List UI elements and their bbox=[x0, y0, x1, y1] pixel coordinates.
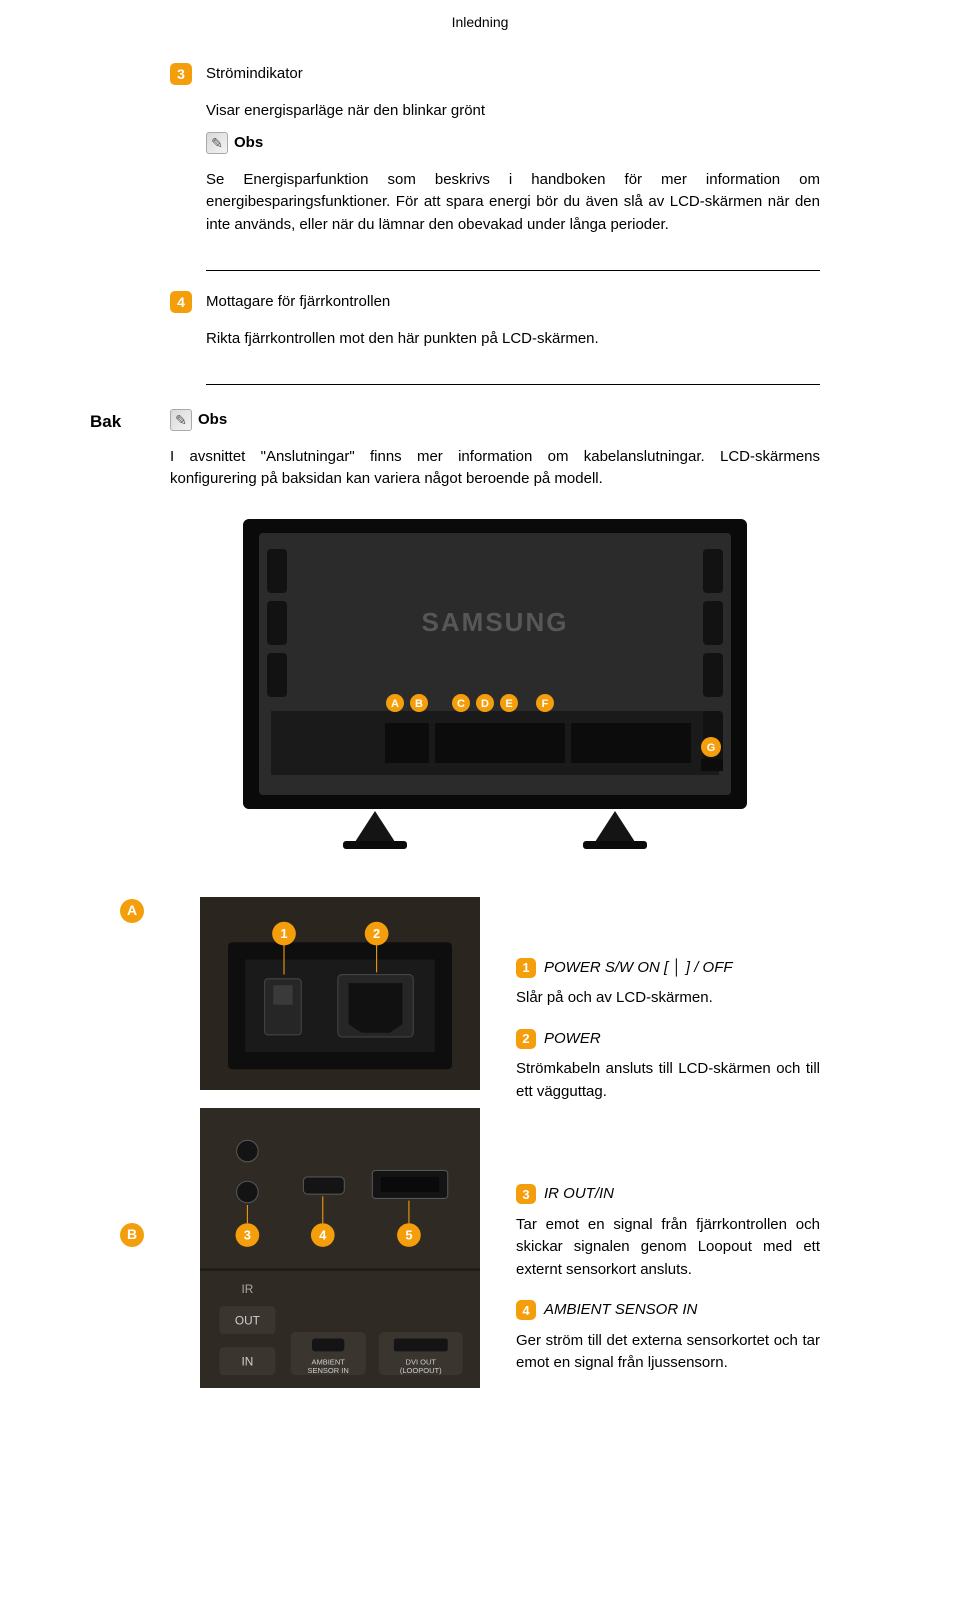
letter-b: B bbox=[120, 1223, 144, 1247]
item4-body: Rikta fjärrkontrollen mot den här punkte… bbox=[206, 328, 820, 351]
item3-body: Se Energisparfunktion som beskrivs i han… bbox=[206, 169, 820, 237]
item3-line1: Visar energisparläge när den blinkar grö… bbox=[206, 100, 820, 123]
svg-text:SENSOR IN: SENSOR IN bbox=[307, 1366, 348, 1375]
panel-a-figure: 1 2 bbox=[200, 897, 480, 1091]
svg-text:A: A bbox=[391, 698, 399, 710]
svg-text:G: G bbox=[707, 742, 716, 754]
divider bbox=[206, 384, 820, 385]
desc-2: 2 POWER Strömkabeln ansluts till LCD-skä… bbox=[516, 1028, 820, 1104]
d1-body: Slår på och av LCD-skärmen. bbox=[516, 987, 820, 1010]
bullet-d1: 1 bbox=[516, 958, 536, 978]
note-label-bak: Obs bbox=[198, 409, 227, 432]
brand-text: SAMSUNG bbox=[422, 607, 569, 637]
d1-title: POWER S/W ON [ │ ] / OFF bbox=[544, 957, 733, 980]
svg-text:E: E bbox=[505, 698, 512, 710]
item-3: 3 Strömindikator Visar energisparläge nä… bbox=[170, 63, 820, 236]
d2-body: Strömkabeln ansluts till LCD-skärmen och… bbox=[516, 1058, 820, 1103]
bullet-d2: 2 bbox=[516, 1029, 536, 1049]
svg-text:5: 5 bbox=[405, 1228, 412, 1243]
bullet-d3: 3 bbox=[516, 1184, 536, 1204]
bullet-4: 4 bbox=[170, 291, 192, 313]
divider bbox=[206, 270, 820, 271]
svg-text:4: 4 bbox=[319, 1228, 327, 1243]
note-icon: ✎ bbox=[170, 409, 192, 431]
bullet-3: 3 bbox=[170, 63, 192, 85]
page-header: Inledning bbox=[0, 0, 960, 63]
note-label: Obs bbox=[234, 132, 263, 155]
svg-text:OUT: OUT bbox=[235, 1314, 260, 1328]
panel-b-figure: 3 4 5 IR OUT IN bbox=[200, 1108, 480, 1388]
svg-text:(LOOPOUT): (LOOPOUT) bbox=[400, 1366, 442, 1375]
tv-back-figure: SAMSUNG A B C D E F G bbox=[235, 511, 755, 851]
svg-text:C: C bbox=[457, 698, 465, 710]
svg-text:F: F bbox=[542, 698, 549, 710]
svg-text:B: B bbox=[415, 698, 423, 710]
svg-text:D: D bbox=[481, 698, 489, 710]
svg-text:3: 3 bbox=[244, 1228, 251, 1243]
note-icon: ✎ bbox=[206, 132, 228, 154]
svg-text:1: 1 bbox=[280, 925, 287, 940]
item4-title: Mottagare för fjärrkontrollen bbox=[206, 291, 820, 314]
bak-body: I avsnittet "Anslutningar" finns mer inf… bbox=[170, 446, 820, 491]
svg-text:IN: IN bbox=[241, 1355, 253, 1369]
svg-text:IR: IR bbox=[241, 1283, 253, 1297]
section-label-bak: Bak bbox=[90, 409, 121, 435]
letter-a: A bbox=[120, 899, 144, 923]
item3-title: Strömindikator bbox=[206, 63, 820, 86]
desc-4: 4 AMBIENT SENSOR IN Ger ström till det e… bbox=[516, 1299, 820, 1375]
item-4: 4 Mottagare för fjärrkontrollen Rikta fj… bbox=[170, 291, 820, 350]
d4-title: AMBIENT SENSOR IN bbox=[544, 1299, 697, 1322]
bullet-d4: 4 bbox=[516, 1300, 536, 1320]
d3-body: Tar emot en signal från fjärrkontrollen … bbox=[516, 1214, 820, 1282]
desc-1: 1 POWER S/W ON [ │ ] / OFF Slår på och a… bbox=[516, 957, 820, 1010]
svg-text:2: 2 bbox=[373, 925, 380, 940]
d3-title: IR OUT/IN bbox=[544, 1183, 614, 1206]
panel-row: A B 1 2 bbox=[120, 897, 820, 1393]
desc-3: 3 IR OUT/IN Tar emot en signal från fjär… bbox=[516, 1183, 820, 1281]
d2-title: POWER bbox=[544, 1028, 601, 1051]
d4-body: Ger ström till det externa sensorkortet … bbox=[516, 1330, 820, 1375]
